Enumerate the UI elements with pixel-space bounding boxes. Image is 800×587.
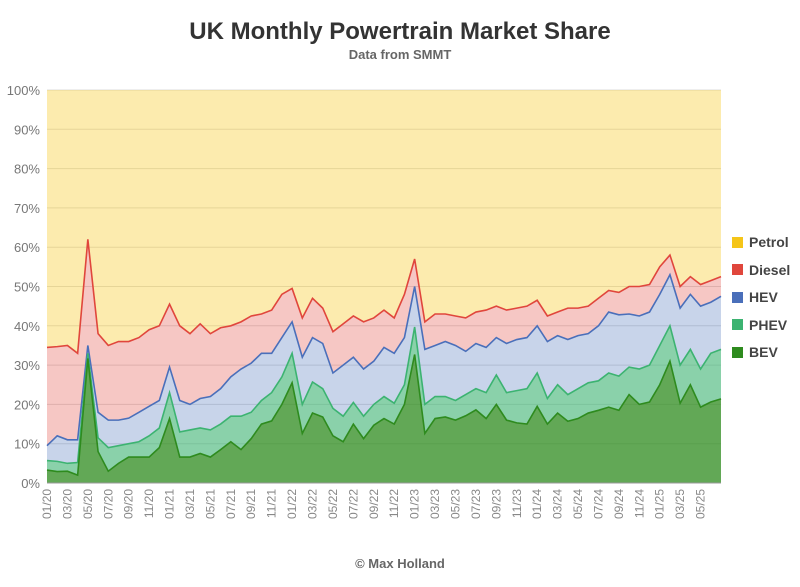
x-tick-label: 01/22 — [285, 489, 299, 519]
x-tick-label: 05/24 — [571, 489, 585, 519]
x-tick-label: 11/21 — [265, 489, 279, 518]
y-tick-label: 10% — [14, 437, 40, 452]
y-tick-label: 30% — [14, 358, 40, 373]
chart-subtitle: Data from SMMT — [348, 47, 452, 62]
area-hev — [47, 274, 721, 464]
line-diesel — [46, 239, 722, 355]
x-tick-label: 07/21 — [224, 489, 238, 519]
chart-title: UK Monthly Powertrain Market Share — [189, 18, 611, 45]
x-tick-label: 11/22 — [387, 489, 401, 518]
x-tick-label: 07/23 — [469, 489, 483, 519]
x-tick-label: 03/21 — [183, 489, 197, 519]
x-tick-label: 09/23 — [489, 489, 503, 519]
x-tick-label: 03/20 — [60, 489, 74, 519]
x-tick-label: 11/24 — [632, 489, 646, 518]
line-hev — [46, 272, 722, 447]
legend-item-hev: HEV — [732, 286, 790, 308]
y-tick-label: 0% — [21, 476, 40, 491]
legend-swatch — [732, 346, 743, 358]
x-tick-label: 07/24 — [591, 489, 605, 519]
x-tick-label: 01/24 — [530, 489, 544, 519]
x-tick-label: 01/25 — [653, 489, 667, 519]
legend: Petrol Diesel HEV PHEV BEV — [732, 231, 790, 369]
legend-swatch — [732, 319, 743, 330]
x-tick-label: 05/21 — [203, 489, 217, 519]
y-tick-label: 50% — [14, 280, 40, 295]
x-tick-label: 01/23 — [408, 489, 422, 519]
x-tick-label: 03/24 — [551, 489, 565, 519]
legend-item-phev: PHEV — [732, 314, 790, 336]
line-bev — [46, 354, 722, 477]
x-tick-label: 09/20 — [122, 489, 136, 519]
x-tick-label: 09/24 — [612, 489, 626, 519]
x-tick-label: 05/20 — [81, 489, 95, 519]
x-tick-label: 01/21 — [163, 489, 177, 519]
legend-swatch — [732, 236, 743, 248]
x-tick-label: 09/21 — [244, 489, 258, 519]
legend-swatch — [732, 291, 743, 303]
x-tick-label: 03/22 — [306, 489, 320, 519]
legend-swatch — [732, 264, 743, 275]
y-tick-label: 40% — [14, 319, 40, 334]
legend-label: Diesel — [749, 261, 791, 278]
x-tick-label: 05/22 — [326, 489, 340, 519]
legend-label: BEV — [749, 344, 778, 360]
legend-label: PHEV — [749, 316, 788, 333]
x-tick-label: 11/20 — [142, 489, 156, 518]
legend-item-bev: BEV — [732, 341, 790, 363]
x-tick-label: 03/25 — [673, 489, 687, 519]
x-tick-label: 03/23 — [428, 489, 442, 519]
y-tick-label: 70% — [14, 201, 40, 216]
x-tick-label: 07/20 — [101, 489, 115, 519]
x-tick-label: 05/25 — [694, 489, 708, 519]
legend-label: Petrol — [749, 234, 789, 250]
area-petrol — [47, 90, 721, 354]
y-tick-label: 20% — [14, 397, 40, 412]
y-tick-label: 90% — [14, 122, 40, 137]
line-phev — [46, 323, 722, 465]
area-phev — [47, 325, 721, 476]
y-tick-label: 60% — [14, 240, 40, 255]
y-tick-label: 100% — [7, 83, 41, 98]
x-tick-label: 11/23 — [510, 489, 524, 518]
x-tick-label: 09/22 — [367, 489, 381, 519]
legend-item-petrol: Petrol — [732, 231, 790, 253]
x-tick-label: 07/22 — [346, 489, 360, 519]
legend-item-diesel: Diesel — [732, 259, 790, 281]
x-tick-label: 05/23 — [448, 489, 462, 519]
x-tick-label: 01/20 — [40, 489, 54, 519]
y-tick-label: 80% — [14, 162, 40, 177]
credit-text: © Max Holland — [355, 556, 445, 571]
legend-label: HEV — [749, 289, 778, 305]
area-diesel — [47, 239, 721, 446]
